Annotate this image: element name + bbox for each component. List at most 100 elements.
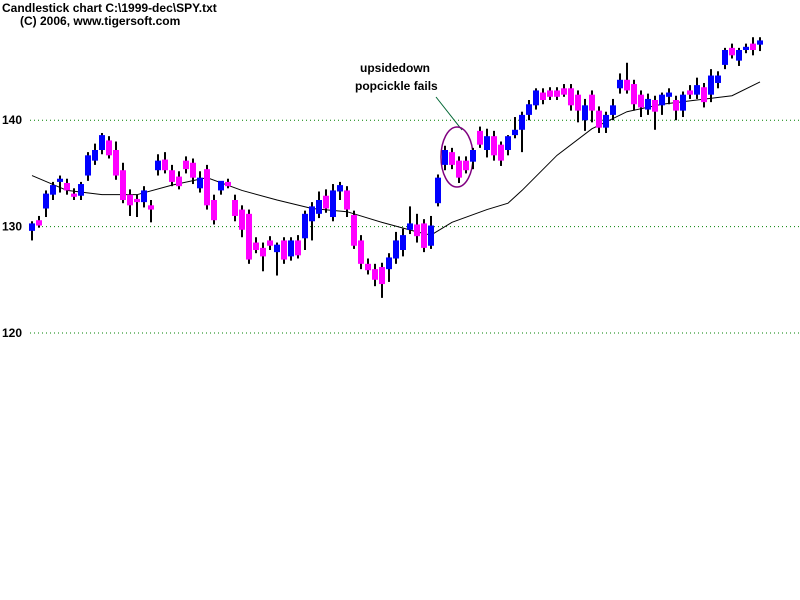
candle-body	[603, 114, 609, 128]
candle-body	[743, 46, 749, 50]
candle-body	[694, 85, 700, 95]
candle-body	[99, 135, 105, 150]
candle-body	[722, 50, 728, 65]
candle-body	[680, 94, 686, 111]
candle-body	[407, 223, 413, 230]
candle-body	[176, 176, 182, 187]
candle-body	[596, 110, 602, 128]
candle-body	[575, 94, 581, 111]
candle-body	[351, 214, 357, 246]
candle-body	[659, 94, 665, 106]
candle-body	[652, 100, 658, 112]
candle-body	[617, 79, 623, 89]
candle-body	[386, 257, 392, 270]
annotation: popcickle fails	[355, 79, 438, 93]
candle-body	[330, 190, 336, 218]
candle-body	[449, 152, 455, 165]
candle-body	[456, 160, 462, 178]
candle-body	[197, 177, 203, 189]
candle-body	[204, 169, 210, 206]
candle-body	[127, 194, 133, 206]
y-tick-label: 130	[2, 220, 22, 234]
candle-body	[554, 90, 560, 97]
candle-body	[218, 180, 224, 191]
candle-body	[631, 84, 637, 105]
candle-body	[50, 185, 56, 195]
candle-body	[323, 195, 329, 209]
candle-body	[232, 200, 238, 216]
candle-body	[162, 159, 168, 171]
candle-body	[148, 205, 154, 210]
candle-body	[183, 160, 189, 170]
candle-body	[435, 177, 441, 204]
candle-body	[638, 94, 644, 108]
candle-body	[393, 240, 399, 259]
candle-body	[253, 242, 259, 250]
candle-body	[309, 206, 315, 222]
candle-body	[666, 92, 672, 97]
candle-body	[645, 98, 651, 110]
candle-body	[71, 193, 77, 197]
candle-body	[498, 144, 504, 161]
candle-body	[78, 184, 84, 196]
candle-body	[421, 223, 427, 248]
chart-subtitle: (C) 2006, www.tigersoft.com	[20, 14, 180, 28]
candle-body	[442, 150, 448, 165]
candle-body	[687, 90, 693, 95]
candle-body	[582, 105, 588, 121]
candle-body	[134, 198, 140, 203]
candle-body	[512, 129, 518, 136]
candle-body	[561, 88, 567, 95]
candle-body	[211, 200, 217, 221]
candle-body	[505, 136, 511, 150]
candle-body	[155, 160, 161, 171]
y-tick-label: 140	[2, 113, 22, 127]
candle-body	[57, 178, 63, 182]
candle-body	[533, 90, 539, 106]
candle-body	[113, 150, 119, 176]
candle-body	[190, 162, 196, 178]
candle-body	[708, 75, 714, 95]
candle-body	[106, 140, 112, 156]
candle-body	[92, 150, 98, 161]
candle-body	[246, 213, 252, 260]
candle-body	[169, 170, 175, 182]
candle-body	[302, 213, 308, 239]
candle-body	[589, 94, 595, 111]
candle-body	[295, 240, 301, 256]
candle-body	[750, 43, 756, 50]
candle-body	[757, 40, 763, 45]
candle-body	[358, 240, 364, 264]
candle-body	[316, 200, 322, 214]
candle-body	[736, 50, 742, 61]
candle-body	[484, 136, 490, 150]
candle-body	[379, 267, 385, 285]
candle-body	[239, 209, 245, 230]
candle-body	[624, 79, 630, 91]
candle-body	[470, 150, 476, 162]
candle-body	[267, 240, 273, 246]
candle-body	[141, 190, 147, 203]
candle-body	[120, 170, 126, 200]
candle-body	[673, 100, 679, 111]
annotation-arrow	[435, 96, 463, 131]
candle-body	[85, 155, 91, 176]
candle-body	[729, 47, 735, 56]
candle-body	[225, 181, 231, 187]
candle-body	[344, 190, 350, 210]
candle-body	[491, 136, 497, 156]
annotation: upsidedown	[360, 61, 430, 75]
candle-body	[414, 224, 420, 237]
candle-body	[428, 225, 434, 246]
candle-body	[274, 244, 280, 253]
candle-body	[43, 193, 49, 209]
candle-body	[547, 90, 553, 97]
candle-body	[715, 75, 721, 83]
chart-title: Candlestick chart C:\1999-dec\SPY.txt	[2, 1, 217, 15]
candle-body	[64, 182, 70, 191]
candle-body	[400, 235, 406, 250]
y-tick-label: 120	[2, 326, 22, 340]
candle-body	[365, 263, 371, 271]
